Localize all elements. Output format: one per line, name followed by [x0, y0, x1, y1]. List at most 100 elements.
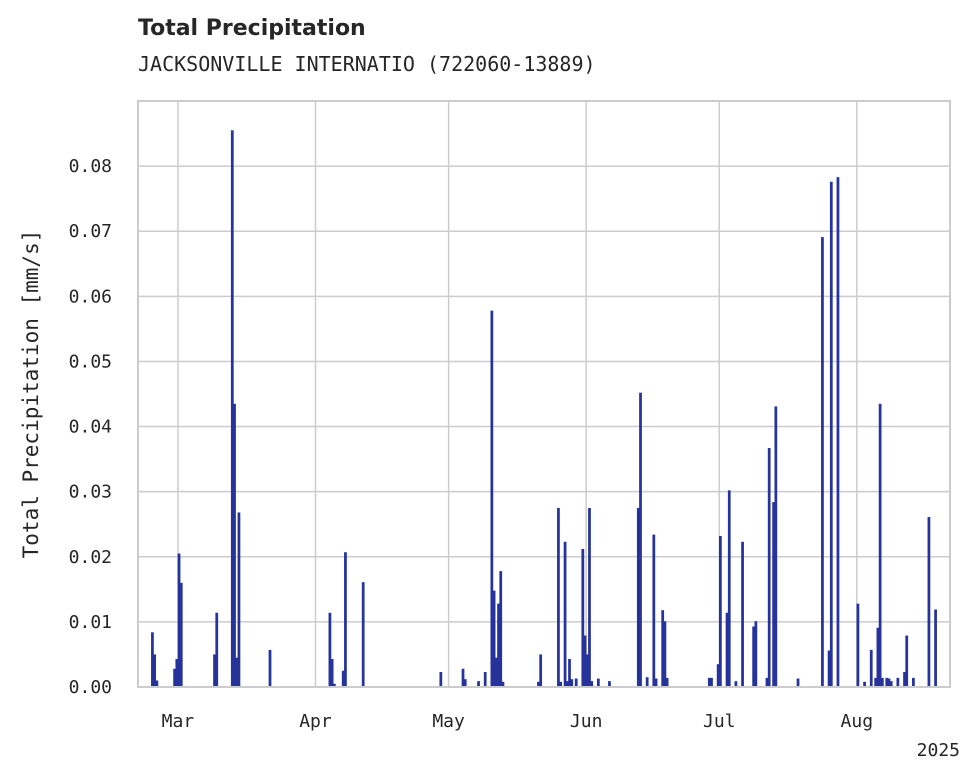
precip-bar	[927, 517, 931, 687]
precip-bar	[175, 659, 179, 687]
precip-bar	[774, 406, 778, 687]
precip-bar	[716, 664, 720, 687]
precip-bar	[463, 679, 467, 687]
precip-bar	[754, 621, 758, 687]
precip-bar	[499, 571, 503, 687]
precip-bar	[361, 582, 365, 687]
x-tick-label: Jul	[703, 711, 736, 732]
precip-bar	[583, 635, 587, 687]
precip-bar	[439, 672, 443, 687]
precip-bar	[590, 681, 594, 687]
precip-bar	[344, 552, 347, 687]
precip-bar	[155, 680, 159, 687]
precip-bar	[494, 657, 498, 687]
bars	[151, 130, 937, 688]
precip-bar	[608, 681, 611, 687]
precip-bar	[497, 603, 500, 687]
precip-bar	[725, 612, 729, 687]
precip-bar	[332, 683, 336, 687]
y-tick-label: 0.03	[69, 482, 112, 503]
precip-bar	[596, 678, 600, 687]
precip-bar	[885, 677, 889, 687]
x-tick-label: Jun	[570, 711, 603, 732]
precip-bar	[574, 678, 578, 687]
precip-bar	[539, 654, 543, 687]
precip-bar	[153, 654, 157, 687]
precip-bar	[654, 678, 658, 687]
precip-bar	[652, 534, 656, 687]
y-axis-label: Total Precipitation [mm/s]	[19, 230, 43, 559]
x-tick-label: Mar	[162, 711, 195, 732]
precip-bar	[827, 650, 831, 687]
precip-bar	[665, 677, 669, 687]
precip-bar	[663, 621, 667, 687]
precip-bar	[557, 507, 560, 687]
y-tick-labels: 0.00 0.01 0.02 0.03 0.04 0.05 0.06 0.07 0.08	[69, 156, 112, 698]
precip-bar	[233, 403, 236, 687]
precip-bar	[581, 548, 585, 687]
precip-bar	[719, 535, 722, 687]
precip-bar	[483, 672, 487, 687]
y-tick-label: 0.02	[69, 547, 112, 568]
precip-bar	[836, 177, 840, 687]
precip-bar	[661, 610, 665, 687]
precip-bar	[173, 668, 176, 687]
y-tick-label: 0.08	[69, 156, 112, 177]
precip-bar	[934, 609, 937, 687]
precip-bar	[639, 392, 642, 687]
precip-bar	[177, 553, 181, 687]
chart-title: Total Precipitation	[138, 16, 366, 41]
precip-bar	[179, 582, 183, 687]
precip-bar	[341, 670, 345, 687]
precip-bar	[874, 677, 878, 687]
plot-frame	[137, 100, 951, 688]
precip-bar	[734, 681, 738, 687]
x-tick-labels: Mar Apr May Jun Jul Aug	[162, 711, 873, 732]
precip-bar	[492, 590, 496, 687]
precip-bar	[537, 681, 540, 687]
y-tick-label: 0.00	[69, 677, 112, 698]
precip-bar	[461, 668, 465, 687]
precip-bar	[235, 657, 239, 687]
precip-bar	[570, 679, 574, 687]
precip-bar	[588, 507, 591, 687]
y-tick-label: 0.05	[69, 351, 112, 372]
precip-bar	[829, 181, 833, 687]
precip-bar	[896, 677, 900, 687]
precip-bar	[328, 612, 332, 687]
precip-bar	[878, 403, 882, 687]
precip-bar	[796, 678, 800, 687]
precip-bar	[215, 612, 219, 687]
precip-bar	[741, 541, 744, 687]
y-tick-label: 0.01	[69, 612, 112, 633]
y-tick-label: 0.07	[69, 221, 112, 242]
grid-lines	[138, 101, 950, 688]
precip-bar	[559, 681, 563, 687]
precip-bar	[645, 677, 649, 687]
precip-bar	[903, 672, 906, 687]
precip-bar	[237, 512, 241, 687]
precip-bar	[887, 678, 891, 687]
precip-bar	[869, 649, 873, 687]
precip-bar	[876, 627, 880, 687]
precip-bar	[863, 681, 866, 687]
precip-bar	[585, 654, 589, 687]
precip-bar	[889, 681, 893, 687]
precip-bar	[636, 507, 640, 687]
y-tick-label: 0.06	[69, 286, 112, 307]
precip-bar	[856, 603, 860, 687]
precip-bar	[772, 502, 775, 687]
y-tick-label: 0.04	[69, 417, 112, 438]
precip-bar	[151, 632, 154, 687]
precip-bar	[330, 659, 334, 687]
precip-bar	[912, 677, 915, 687]
precip-bar	[563, 541, 567, 687]
precip-bar	[727, 490, 731, 687]
precip-bar	[880, 677, 884, 687]
chart-subtitle: JACKSONVILLE INTERNATIO (722060-13889)	[138, 52, 596, 76]
x-tick-label: May	[432, 711, 465, 732]
precip-bar	[821, 237, 824, 688]
year-label: 2025	[917, 740, 960, 761]
precip-bar	[477, 681, 480, 687]
